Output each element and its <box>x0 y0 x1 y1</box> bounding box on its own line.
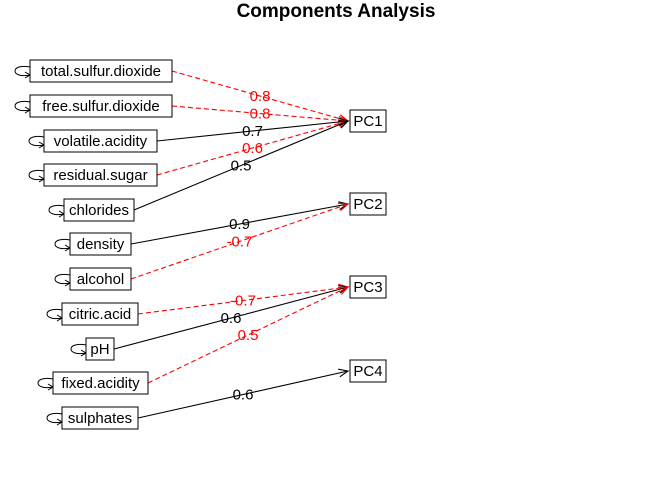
edge-arrowhead <box>337 202 350 212</box>
variable-box <box>43 163 158 187</box>
component-label: PC4 <box>353 363 382 380</box>
component-box <box>349 359 387 383</box>
variable-box <box>29 94 173 118</box>
loading-edge-chlorides-pc1 <box>133 120 349 211</box>
variance-loop <box>28 135 45 147</box>
component-box <box>349 192 387 216</box>
loading-label: 0.8 <box>250 88 271 105</box>
variable-label: volatile.acidity <box>54 133 148 150</box>
variable-node-total-sulfur-dioxide: total.sulfur.dioxide <box>14 59 173 83</box>
loading-label: 0.6 <box>221 310 242 327</box>
loading-edge-citric-acid-pc3 <box>137 286 349 315</box>
edge-arrowhead <box>337 286 350 295</box>
variance-loop <box>48 204 65 216</box>
component-node-pc3: PC3 <box>349 275 387 299</box>
component-node-pc1: PC1 <box>349 109 387 133</box>
loading-edge-density-pc2 <box>130 203 349 245</box>
loading-edge-free-sulfur-dioxide-pc1 <box>171 105 349 122</box>
variable-node-chlorides: chlorides <box>48 198 135 222</box>
loading-labels: 0.80.80.70.60.50.9-0.7-0.70.60.50.6 <box>221 88 271 404</box>
variance-loop <box>14 65 31 77</box>
variable-label: sulphates <box>68 410 132 427</box>
variable-label: citric.acid <box>69 306 132 323</box>
diagram-title: Components Analysis <box>237 1 436 22</box>
variable-node-ph: pH <box>70 337 115 361</box>
loading-edge-residual-sugar-pc1 <box>156 120 349 176</box>
component-label: PC1 <box>353 113 382 130</box>
component-node-pc4: PC4 <box>349 359 387 383</box>
variable-box <box>63 198 135 222</box>
loading-label: 0.7 <box>242 123 263 140</box>
variance-loop <box>54 238 71 250</box>
loading-label: 0.9 <box>229 216 250 233</box>
variable-node-density: density <box>54 232 132 256</box>
variable-box <box>52 371 149 395</box>
loading-label: 0.6 <box>233 387 254 404</box>
variable-box <box>69 232 132 256</box>
component-box <box>349 109 387 133</box>
variable-box <box>61 406 139 430</box>
component-nodes: PC1 PC2 PC3 PC4 <box>349 109 387 383</box>
variable-label: pH <box>90 341 109 358</box>
variable-node-volatile-acidity: volatile.acidity <box>28 129 158 153</box>
loading-edge-total-sulfur-dioxide-pc1 <box>171 70 349 122</box>
variance-loop <box>46 412 63 424</box>
variable-box <box>43 129 158 153</box>
edge-arrowhead <box>338 368 350 378</box>
variable-label: density <box>77 236 125 253</box>
variable-node-fixed-acidity: fixed.acidity <box>37 371 149 395</box>
loading-label: 0.5 <box>238 327 259 344</box>
loading-label: 0.6 <box>242 140 263 157</box>
variable-label: fixed.acidity <box>61 375 140 392</box>
variable-label: free.sulfur.dioxide <box>42 98 160 115</box>
variance-loop <box>46 308 63 320</box>
variable-box <box>69 267 132 291</box>
variance-loop <box>54 273 71 285</box>
variable-box <box>61 302 139 326</box>
component-node-pc2: PC2 <box>349 192 387 216</box>
loading-edge-ph-pc3 <box>113 286 349 350</box>
variable-node-free-sulfur-dioxide: free.sulfur.dioxide <box>14 94 173 118</box>
edge-arrowhead <box>337 120 350 129</box>
variable-label: chlorides <box>69 202 129 219</box>
component-label: PC3 <box>353 279 382 296</box>
loading-label: -0.7 <box>230 293 256 310</box>
variable-node-residual-sugar: residual.sugar <box>28 163 158 187</box>
variable-box <box>85 337 115 361</box>
loading-label: -0.7 <box>227 234 253 251</box>
variable-box <box>29 59 173 83</box>
component-box <box>349 275 387 299</box>
variable-node-citric-acid: citric.acid <box>46 302 139 326</box>
loading-edge-volatile-acidity-pc1 <box>156 120 349 142</box>
loading-edges <box>113 70 350 419</box>
variable-label: total.sulfur.dioxide <box>41 63 161 80</box>
variance-loop <box>14 100 31 112</box>
variance-loop <box>37 377 54 389</box>
loading-label: 0.8 <box>250 106 271 123</box>
loading-label: 0.5 <box>231 158 252 175</box>
variable-nodes: total.sulfur.dioxide free.sulfur.dioxide v… <box>14 59 173 430</box>
variance-loop <box>28 169 45 181</box>
variable-label: alcohol <box>77 271 125 288</box>
loading-edge-alcohol-pc2 <box>130 203 349 280</box>
component-label: PC2 <box>353 196 382 213</box>
variance-loop <box>70 343 87 355</box>
variable-label: residual.sugar <box>53 167 147 184</box>
loading-edge-fixed-acidity-pc3 <box>147 286 349 384</box>
variable-node-alcohol: alcohol <box>54 267 132 291</box>
loading-edge-sulphates-pc4 <box>137 370 349 419</box>
variable-node-sulphates: sulphates <box>46 406 139 430</box>
